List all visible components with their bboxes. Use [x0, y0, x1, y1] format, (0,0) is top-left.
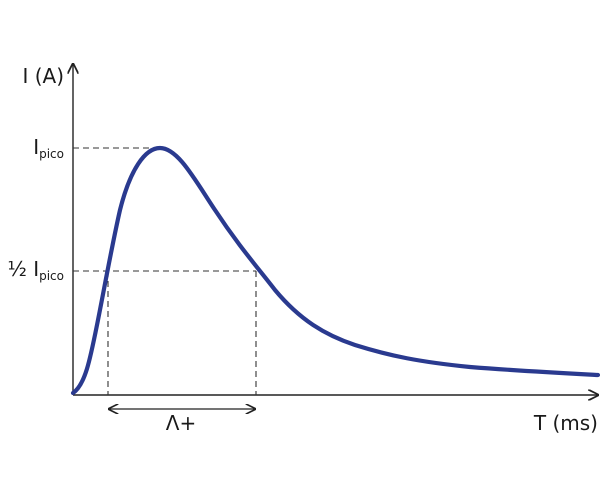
- peak-label-main: I: [33, 135, 39, 159]
- half-peak-label-prefix: ½: [7, 257, 33, 281]
- current-pulse-curve: [70, 145, 600, 396]
- half-peak-label-sub: pico: [39, 269, 64, 283]
- half-peak-label-main: I: [33, 257, 39, 281]
- x-axis-label: T (ms): [533, 411, 598, 435]
- peak-label: Ipico: [33, 135, 64, 161]
- span-label: Λ+: [166, 411, 196, 435]
- half-peak-label: ½ Ipico: [7, 257, 64, 283]
- peak-label-sub: pico: [39, 147, 64, 161]
- y-axis-label: I (A): [22, 64, 64, 88]
